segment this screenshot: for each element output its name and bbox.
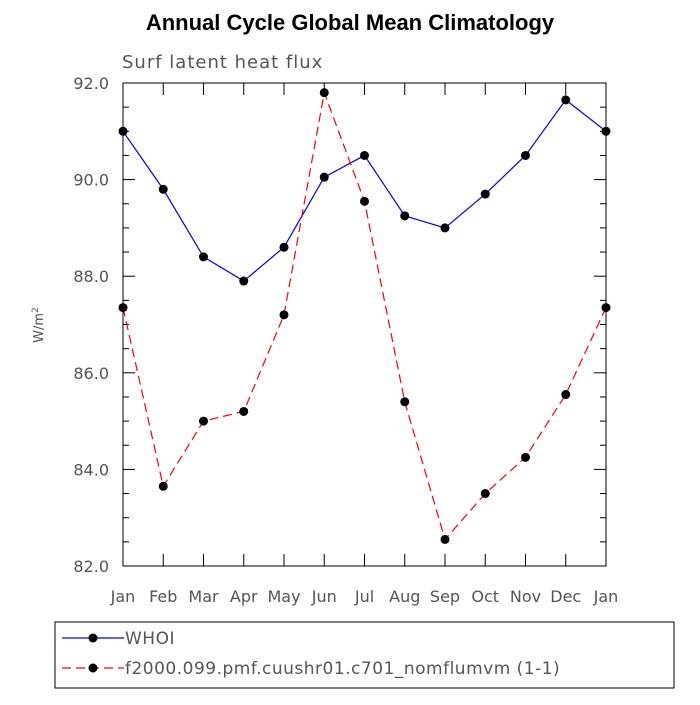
series-0-point bbox=[319, 172, 329, 182]
y-tick-label: 90.0 bbox=[73, 171, 109, 190]
series-1-point bbox=[561, 390, 571, 400]
x-tick-label: Nov bbox=[510, 587, 541, 606]
series-1-point bbox=[239, 406, 249, 416]
x-tick-label: Apr bbox=[230, 587, 258, 606]
series-0-point bbox=[400, 211, 410, 221]
x-tick-label: Jan bbox=[110, 587, 136, 606]
x-tick-label: Jan bbox=[593, 587, 619, 606]
series-1-point bbox=[360, 196, 369, 206]
series-0-point bbox=[199, 252, 208, 262]
x-tick-label: Jun bbox=[311, 587, 337, 606]
series-0-point bbox=[521, 150, 530, 160]
chart-subtitle: Surf latent heat flux bbox=[122, 52, 323, 73]
chart-title: Annual Cycle Global Mean Climatology bbox=[146, 10, 555, 35]
x-tick-label: Sep bbox=[430, 587, 460, 606]
legend-marker-1 bbox=[88, 663, 98, 673]
series-1-point bbox=[279, 310, 289, 320]
legend: WHOI f2000.099.pmf.cuushr01.c701_nomflumv… bbox=[54, 621, 675, 689]
series-0-point bbox=[118, 126, 128, 136]
series-0-point bbox=[158, 184, 168, 194]
series-0-point bbox=[239, 276, 249, 286]
legend-label-1: f2000.099.pmf.cuushr01.c701_nomflumvm (1… bbox=[125, 659, 560, 679]
legend-box bbox=[54, 621, 675, 689]
series-line-0 bbox=[122, 99, 607, 282]
legend-marker-0 bbox=[88, 633, 98, 643]
series-1-point bbox=[440, 534, 450, 544]
x-tick-label: Dec bbox=[550, 587, 581, 606]
x-tick-label: Aug bbox=[389, 587, 420, 606]
y-tick-label: 86.0 bbox=[73, 364, 109, 383]
series-0-point bbox=[601, 126, 611, 136]
x-tick-label: Feb bbox=[149, 587, 177, 606]
series-1-point bbox=[601, 303, 611, 313]
series-1-point bbox=[118, 303, 128, 313]
series-0-point bbox=[480, 189, 490, 199]
series-1-point bbox=[199, 416, 208, 426]
y-tick-label: 92.0 bbox=[73, 74, 109, 93]
x-tick-label: Oct bbox=[471, 587, 499, 606]
legend-label-0: WHOI bbox=[125, 629, 175, 649]
y-axis-label: W/m2 bbox=[31, 307, 47, 343]
x-tick-label: May bbox=[267, 587, 300, 606]
plot-area: 82.0 84.0 86.0 88.0 90.0 92.0 Jan Feb Mar Apr May J… bbox=[31, 74, 618, 606]
x-tick-label: Mar bbox=[188, 587, 219, 606]
series-1-point bbox=[480, 489, 490, 499]
y-tick-label: 82.0 bbox=[73, 557, 109, 576]
y-tick-label: 88.0 bbox=[73, 267, 109, 286]
y-tick-label: 84.0 bbox=[73, 460, 109, 479]
x-tick-label: Jul bbox=[354, 587, 374, 606]
series-1-point bbox=[158, 481, 168, 491]
series-0-point bbox=[279, 242, 289, 252]
series-0-point bbox=[360, 150, 369, 160]
series-0-point bbox=[561, 95, 571, 105]
series-1-point bbox=[319, 88, 329, 98]
series-1-point bbox=[521, 452, 530, 462]
series-1-point bbox=[400, 397, 410, 407]
series-0-point bbox=[440, 223, 450, 233]
